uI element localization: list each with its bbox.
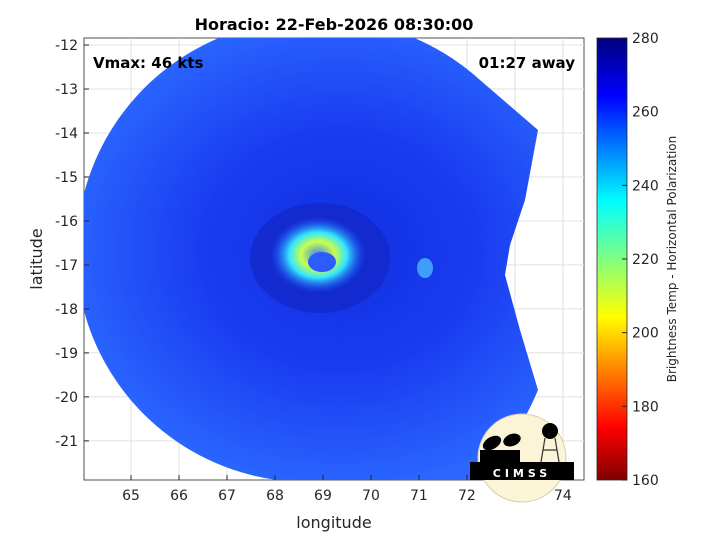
- y-tick-label: -16: [55, 214, 78, 230]
- colorbar-tick-label: 220: [632, 252, 659, 268]
- y-tick-label: -19: [55, 346, 78, 362]
- y-tick-label: -18: [55, 302, 78, 318]
- chart-title: Horacio: 22-Feb-2026 08:30:00: [195, 15, 474, 34]
- y-tick-label: -17: [55, 258, 78, 274]
- x-tick-label: 74: [554, 488, 572, 504]
- colorbar-tick-label: 200: [632, 326, 659, 342]
- x-tick-label: 65: [122, 488, 140, 504]
- x-tick-label: 66: [170, 488, 188, 504]
- brightness-temp-swath: [84, 38, 538, 480]
- axes: 65666768697071727374-12-13-14-15-16-17-1…: [55, 38, 572, 504]
- time-away-annotation: 01:27 away: [479, 54, 576, 72]
- y-tick-label: -21: [55, 434, 78, 450]
- y-tick-label: -14: [55, 126, 78, 142]
- x-tick-label: 68: [266, 488, 284, 504]
- y-tick-label: -12: [55, 38, 78, 54]
- x-tick-label: 72: [458, 488, 476, 504]
- colorbar-label: Brightness Temp - Horizontal Polarizatio…: [665, 136, 679, 383]
- x-tick-label: 70: [362, 488, 380, 504]
- colorbar-tick-label: 160: [632, 473, 659, 489]
- colorbar-tick-label: 280: [632, 31, 659, 47]
- x-tick-label: 67: [218, 488, 236, 504]
- logo-text: CIMSS: [493, 467, 551, 480]
- x-tick-label: 71: [410, 488, 428, 504]
- colorbar-ticks: 160 180 200 220 240 260 280: [622, 31, 659, 489]
- y-axis-label: latitude: [27, 228, 46, 289]
- colorbar-tick-label: 180: [632, 399, 659, 415]
- x-tick-label: 69: [314, 488, 332, 504]
- vmax-annotation: Vmax: 46 kts: [93, 54, 203, 72]
- x-axis-label: longitude: [296, 513, 371, 532]
- cimss-logo: CIMSS: [470, 413, 574, 503]
- y-tick-label: -13: [55, 82, 78, 98]
- y-tick-label: -20: [55, 390, 78, 406]
- colorbar-tick-label: 240: [632, 178, 659, 194]
- colorbar-tick-label: 260: [632, 105, 659, 121]
- y-tick-label: -15: [55, 170, 78, 186]
